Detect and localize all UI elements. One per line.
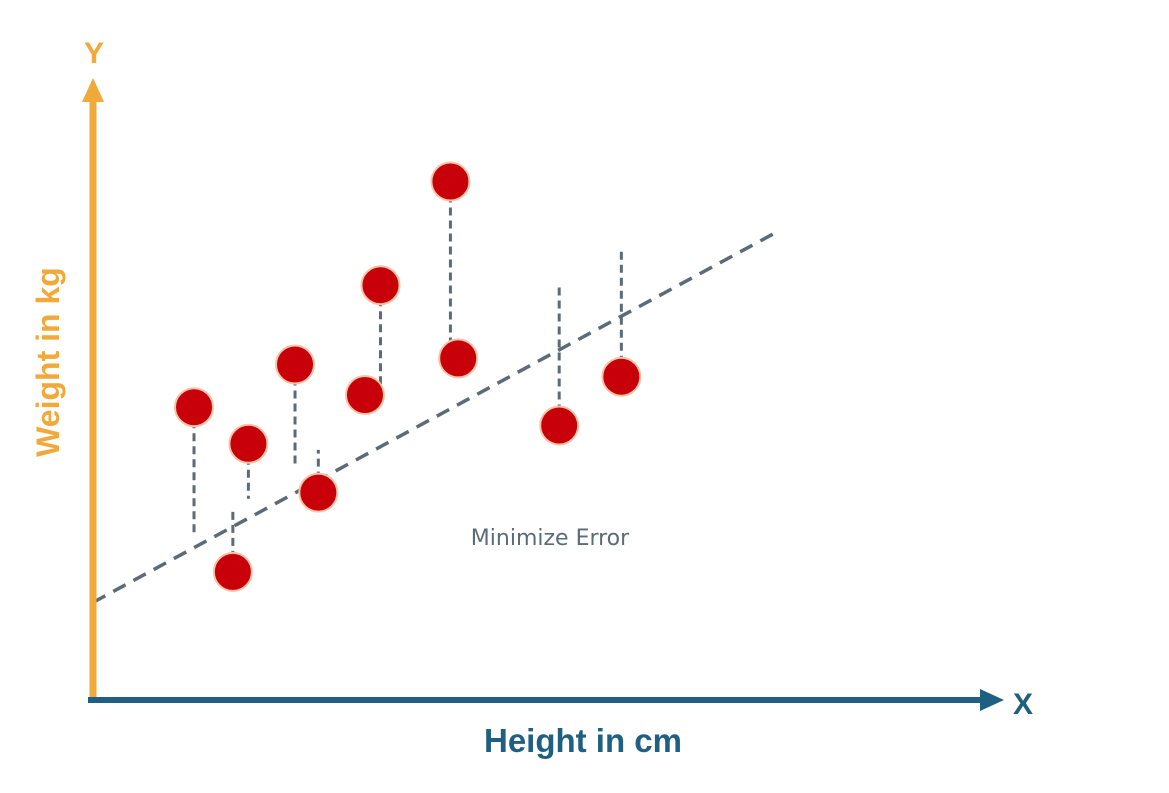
regression-fit-line — [92, 230, 778, 604]
data-point — [539, 405, 580, 446]
y-axis-arrowhead — [82, 78, 104, 102]
data-point — [344, 375, 385, 415]
x-axis-title: Height in cm — [484, 722, 682, 759]
data-point — [438, 338, 479, 379]
data-point — [174, 387, 215, 428]
x-axis-letter: X — [1013, 688, 1033, 721]
data-point — [275, 344, 316, 385]
x-axis-arrowhead — [980, 689, 1004, 711]
data-point — [601, 356, 642, 397]
data-point — [360, 265, 401, 306]
y-axis-title: Weight in kg — [30, 267, 66, 457]
data-point — [298, 472, 339, 513]
data-point — [430, 161, 471, 202]
data-points — [174, 161, 642, 592]
data-point — [212, 551, 253, 592]
minimize-error-annotation: Minimize Error — [471, 526, 630, 551]
y-axis-letter: Y — [84, 37, 104, 70]
data-point — [228, 423, 269, 464]
